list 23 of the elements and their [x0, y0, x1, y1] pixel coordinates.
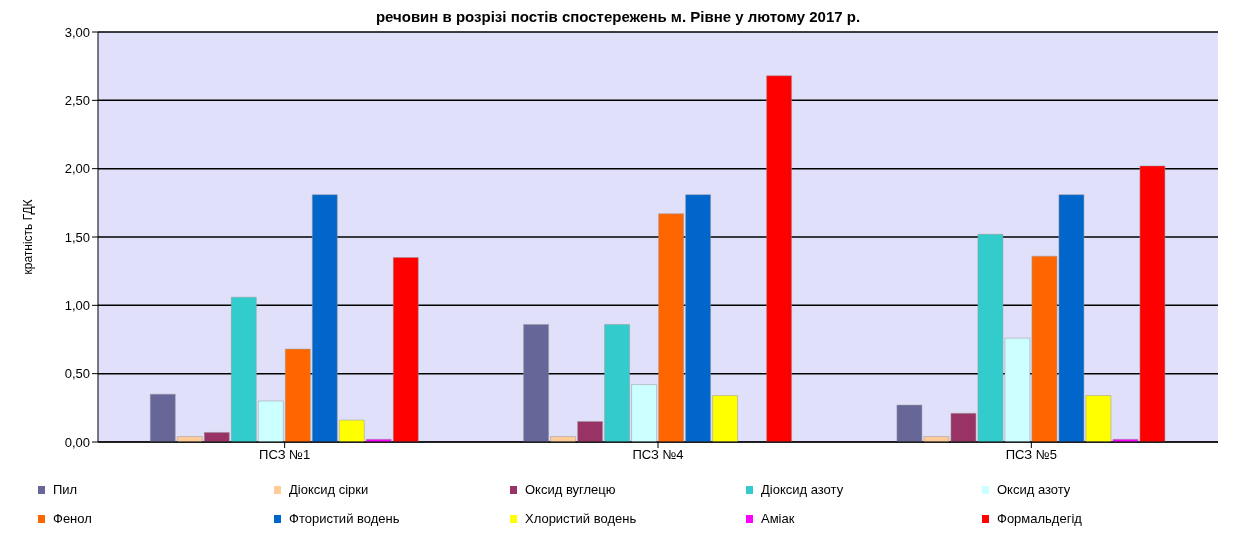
bar [766, 75, 792, 442]
legend-label: Хлористий водень [525, 511, 637, 526]
legend-label: Оксид вуглецю [525, 482, 616, 497]
y-tick-label: 1,50 [64, 229, 90, 245]
y-tick-label: 1,00 [64, 297, 90, 313]
chart-title: речовин в розрізі постів спостережень м. Рівне у лютому 2017 р. [374, 8, 862, 26]
x-tick-label: ПСЗ №1 [259, 447, 311, 463]
legend-label: Пил [53, 482, 78, 497]
y-tick-label: 0,50 [64, 366, 90, 382]
legend-label: Діоксид сірки [289, 482, 369, 497]
y-tick-label: 0,00 [64, 434, 90, 450]
y-tick-label: 2,50 [64, 92, 90, 108]
y-axis-title: кратність ГДК [21, 199, 36, 275]
legend-label: Фенол [53, 511, 92, 526]
legend-label: Фтористий водень [289, 511, 400, 526]
legend-label: Оксид азоту [997, 482, 1071, 497]
y-tick-label: 2,00 [64, 161, 90, 177]
legend-label: Аміак [761, 511, 795, 526]
legend-label: Діоксид азоту [761, 482, 844, 497]
y-tick-label: 3,00 [64, 24, 90, 40]
legend-label: Формальдегід [997, 511, 1082, 526]
x-tick-label: ПСЗ №5 [1005, 447, 1057, 463]
x-tick-label: ПСЗ №4 [632, 447, 684, 463]
